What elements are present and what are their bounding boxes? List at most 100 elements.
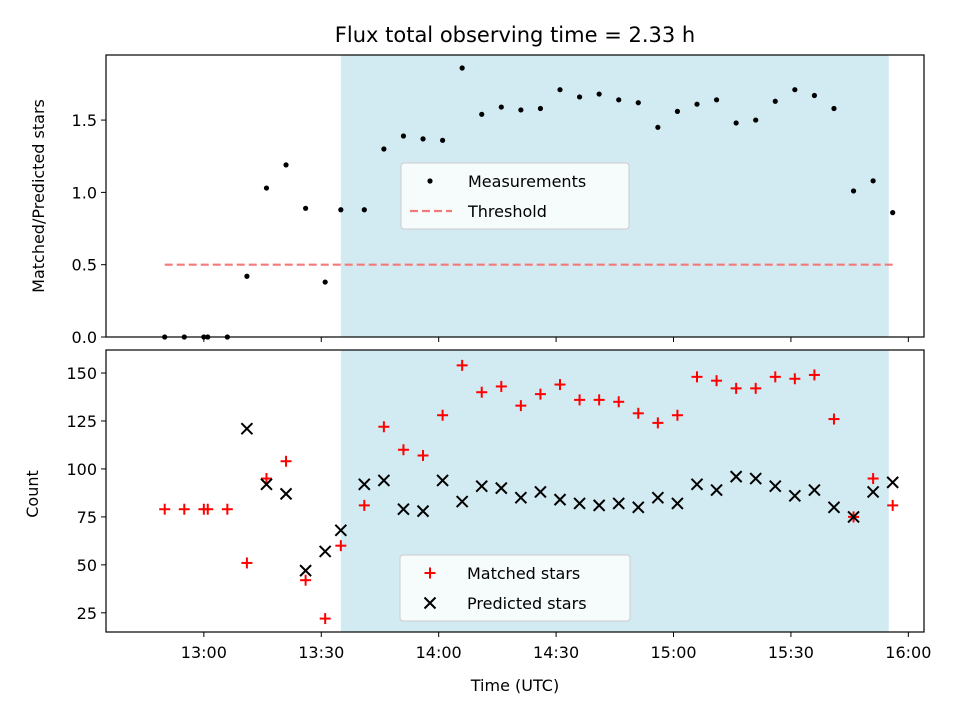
matched-star-point xyxy=(632,407,644,419)
matched-star-point xyxy=(515,400,527,412)
predicted-star-point xyxy=(866,485,880,499)
cross-stroke xyxy=(423,596,437,610)
cross-stroke xyxy=(573,497,586,510)
cross-stroke xyxy=(334,524,348,537)
predicted-star-point xyxy=(318,545,332,558)
x-tick-label: 15:00 xyxy=(650,643,696,662)
measurement-point xyxy=(772,98,778,104)
y-tick-label: 150 xyxy=(66,364,97,383)
cross-stroke xyxy=(377,474,391,487)
bottom-axes-frame xyxy=(105,349,925,633)
cross-stroke xyxy=(279,487,293,501)
y-tick-label: 0.0 xyxy=(72,328,97,347)
matched-star-point xyxy=(417,450,429,462)
matched-star-point xyxy=(671,409,683,421)
y-tick-label: 75 xyxy=(77,508,97,527)
cross-stroke xyxy=(260,478,273,491)
matched-star-point xyxy=(574,394,586,406)
predicted-star-point xyxy=(299,564,312,577)
x-tick-label: 14:00 xyxy=(416,643,462,662)
predicted-star-point xyxy=(827,501,841,514)
matched-star-point xyxy=(769,371,781,383)
cross-stroke xyxy=(671,497,684,510)
measurement-point xyxy=(439,137,446,143)
predicted-star-point xyxy=(553,493,567,506)
matched-star-point xyxy=(202,503,214,515)
matched-star-point xyxy=(476,386,488,398)
measurement-point xyxy=(400,133,407,139)
legend-label: Threshold xyxy=(467,202,547,221)
cross-stroke xyxy=(690,478,704,491)
x-tick-label: 16:00 xyxy=(885,643,931,662)
measurement-point xyxy=(244,273,250,279)
predicted-star-point xyxy=(749,472,762,485)
legend-marker-measurements xyxy=(427,178,433,184)
matched-star-point xyxy=(652,417,664,429)
bottom-legend: Matched stars Predicted stars xyxy=(399,554,631,622)
measurement-point xyxy=(498,104,504,110)
cross-stroke xyxy=(592,499,606,512)
legend-label: Matched stars xyxy=(467,564,580,583)
measurement-point xyxy=(283,162,289,168)
predicted-star-point xyxy=(847,510,860,524)
predicted-star-point xyxy=(416,504,430,518)
cross-stroke xyxy=(318,545,332,558)
measurement-point xyxy=(811,92,818,99)
x-axis-label: Time (UTC) xyxy=(470,676,559,695)
legend-label: Measurements xyxy=(468,172,586,191)
predicted-star-point xyxy=(260,478,273,491)
y-tick-label: 1.0 xyxy=(72,183,97,202)
predicted-star-point xyxy=(710,483,723,497)
matched-star-point xyxy=(378,421,390,433)
legend-label: Predicted stars xyxy=(467,594,587,613)
matched-star-point xyxy=(159,503,171,515)
predicted-star-point xyxy=(377,474,391,487)
predicted-star-point xyxy=(573,497,586,510)
measurement-point xyxy=(361,207,367,213)
top-legend: Measurements Threshold xyxy=(400,162,630,230)
measurement-point xyxy=(557,87,563,93)
y-tick-label: 1.5 xyxy=(72,111,97,130)
predicted-star-point xyxy=(240,422,254,435)
cross-stroke xyxy=(397,503,410,516)
measurement-point xyxy=(753,117,759,123)
cross-stroke xyxy=(808,483,821,497)
matched-star-point xyxy=(495,380,507,392)
measurement-point xyxy=(616,97,622,103)
matched-star-point xyxy=(280,455,292,467)
predicted-star-point xyxy=(671,497,684,510)
top-y-axis-label: Matched/Predicted stars xyxy=(29,99,48,293)
matched-star-point xyxy=(335,540,347,552)
matched-star-point xyxy=(397,444,409,456)
chart-title: Flux total observing time = 2.33 h xyxy=(335,23,695,47)
predicted-star-point xyxy=(358,478,371,491)
bottom-y-axis-label: Count xyxy=(23,470,42,518)
matched-star-point xyxy=(887,499,899,511)
predicted-star-point xyxy=(788,489,802,503)
matched-star-point xyxy=(358,499,370,511)
predicted-star-point xyxy=(690,478,704,491)
measurement-point xyxy=(890,210,896,216)
measurement-point xyxy=(459,65,465,71)
cross-stroke xyxy=(455,495,469,508)
predicted-star-point xyxy=(514,491,528,504)
y-tick-label: 100 xyxy=(66,460,97,479)
measurement-point xyxy=(518,107,524,113)
cross-stroke xyxy=(240,422,254,435)
predicted-star-point xyxy=(455,495,469,508)
cross-stroke xyxy=(749,472,762,485)
y-tick-label: 0.5 xyxy=(72,256,97,275)
matched-star-point xyxy=(319,613,331,625)
x-tick-label: 13:00 xyxy=(181,643,227,662)
cross-stroke xyxy=(299,564,312,577)
predicted-star-point xyxy=(279,487,293,501)
matched-star-point xyxy=(789,373,801,385)
measurement-point xyxy=(792,87,798,93)
cross-stroke xyxy=(847,510,860,524)
measurement-point xyxy=(674,108,681,114)
x-tick-label: 14:30 xyxy=(533,643,579,662)
bottom-panel: 25 50 75 100 125 150 13:00 13:30 14:00 14:30 15:00… xyxy=(23,349,931,695)
cross-stroke xyxy=(534,485,547,499)
predicted-star-point xyxy=(334,524,348,537)
